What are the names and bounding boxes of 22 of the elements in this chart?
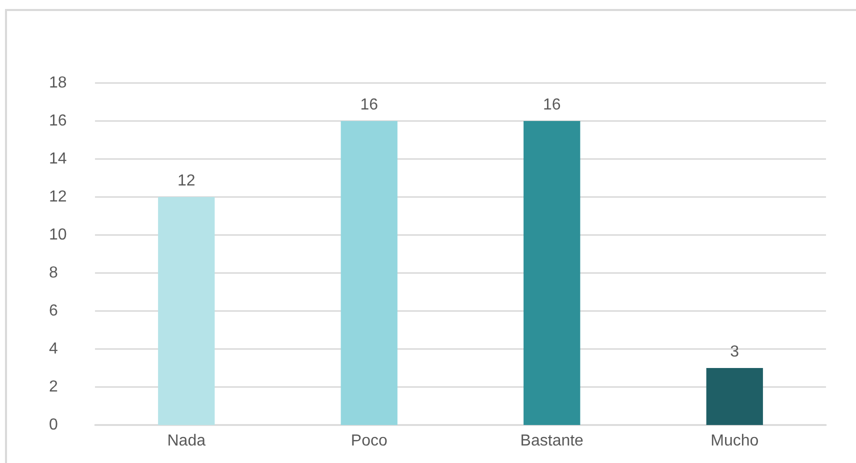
data-label: 12 (177, 172, 196, 190)
y-tick-label: 10 (49, 226, 67, 244)
bar (158, 197, 215, 425)
bar (706, 368, 763, 425)
y-tick-label: 0 (49, 416, 58, 434)
x-tick-label: Mucho (710, 432, 759, 450)
data-label: 16 (542, 96, 561, 114)
data-label: 3 (730, 344, 740, 360)
bar (340, 121, 398, 425)
y-tick-label: 4 (49, 340, 58, 358)
bar (524, 121, 580, 425)
y-tick-label: 14 (49, 150, 67, 168)
x-tick-label: Nada (167, 432, 206, 450)
y-tick-label: 6 (49, 302, 58, 320)
y-tick-label: 18 (49, 74, 67, 92)
y-tick-label: 12 (49, 188, 67, 206)
x-tick-label: Bastante (520, 432, 584, 450)
data-label: 16 (360, 96, 378, 114)
y-tick-label: 8 (49, 264, 58, 282)
y-tick-label: 2 (49, 378, 58, 396)
x-tick-label: Poco (350, 432, 388, 450)
y-tick-label: 16 (49, 112, 67, 130)
